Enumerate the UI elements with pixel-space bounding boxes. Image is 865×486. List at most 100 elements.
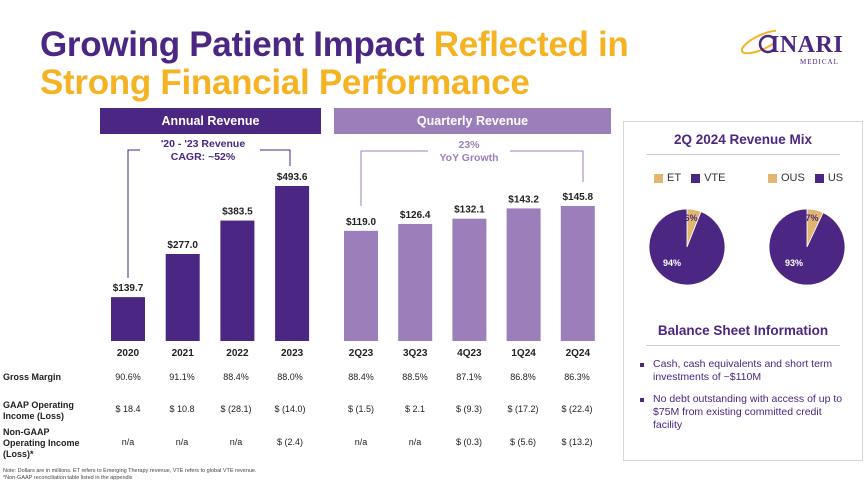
table-cell: n/a [354,437,368,447]
table-cell: n/a [121,437,135,447]
table-cell: $ (1.5) [347,404,374,414]
row-label-gaap: GAAP Operating Income (Loss) [3,400,74,421]
mix-divider [646,154,840,155]
balance-bullets: Cash, cash equivalents and short term in… [638,358,853,441]
pie-label: 94% [663,258,681,268]
table-cell: $ 10.8 [169,404,195,414]
balance-divider [646,345,840,346]
logo-name: INARI [770,32,844,58]
quarter-category-label: 2Q24 [566,348,591,359]
logo-sub: MEDICAL [800,58,839,66]
mix-title: 2Q 2024 Revenue Mix [673,132,813,147]
quarterly-revenue-header: Quarterly Revenue [334,108,611,134]
annual-value-label: $383.5 [222,207,253,218]
row-label-gross-margin: Gross Margin [3,372,62,382]
quarterly-bracket-left [360,150,428,206]
annual-bracket-left [127,149,140,278]
quarter-value-label: $126.4 [400,210,431,221]
table-cell: 91.1% [169,372,195,382]
table-cell: n/a [175,437,189,447]
slide-title: Growing Patient Impact Reflected in Stro… [40,26,629,102]
table-cell: $ 18.4 [115,404,141,414]
table-cell: 88.4% [348,372,374,382]
quarter-category-label: 4Q23 [457,348,482,359]
annual-bar-2022 [220,220,255,341]
pie-product-mix: 6% 94% [648,208,726,286]
quarter-bar-1Q24 [506,208,541,341]
table-cell: $ (9.3) [455,404,482,414]
annual-category-label: 2021 [172,348,195,359]
legend-label-us: US [827,172,844,184]
title-line2: Strong Financial Performance [40,63,530,102]
quarterly-bracket-right [510,150,584,182]
table-cell: $ (14.0) [274,404,306,414]
quarter-category-label: 3Q23 [403,348,428,359]
quarter-value-label: $143.2 [508,194,539,205]
row-label-nongaap: Non-GAAP Operating Income (Loss)* [3,427,80,459]
quarter-bar-2Q24 [560,206,595,341]
revenue-mix-panel: 2Q 2024 Revenue Mix ET VTE OUS US 6% 94% … [623,121,863,461]
inari-logo: INARI MEDICAL [736,18,846,70]
quarter-value-label: $132.1 [454,205,485,216]
pie-slice-vte [648,208,726,286]
title-part2: Reflected in [433,25,629,64]
quarter-bar-4Q23 [452,218,487,341]
pie-slice-us [768,208,846,286]
table-cell: $ (2.4) [276,437,303,447]
balance-title: Balance Sheet Information [657,323,829,338]
pie-label: 6% [684,213,697,223]
table-cell: $ (17.2) [507,404,539,414]
legend-product: ET VTE [654,172,725,184]
table-cell: $ (13.2) [561,437,593,447]
quarter-bar-2Q23 [344,230,378,341]
annual-category-label: 2020 [117,348,140,359]
quarter-category-label: 1Q24 [511,348,536,359]
table-cell: 86.8% [510,372,536,382]
annual-revenue-header: Annual Revenue [100,108,321,134]
annual-bars: $139.7 2020 $277.0 2021 $383.5 2022 $493.6 2023 [111,172,310,359]
quarter-value-label: $145.8 [563,192,594,203]
legend-swatch-ous [768,173,777,183]
annual-bar-2020 [111,297,145,341]
pie-label: 93% [785,258,803,268]
legend-swatch-et [654,173,663,183]
quarterly-bars: $119.0 2Q23 $126.4 3Q23 $132.1 4Q23 $143.2 1Q24… [344,192,595,359]
table-cell: $ 2.1 [404,404,426,414]
legend-swatch-vte [691,173,701,183]
legend-label-ous: OUS [781,172,805,184]
table-cell: $ (0.3) [455,437,482,447]
footnote-1: Note: Dollars are in millions. ET refers… [3,468,257,474]
quarter-category-label: 2Q23 [349,348,374,359]
quarter-value-label: $119.0 [346,217,376,228]
annual-callout-line1: '20 - '23 Revenue [161,138,246,150]
legend-label-vte: VTE [704,172,726,184]
footnote-2: *Non-GAAP reconciliation table listed in… [3,475,133,481]
annual-bar-2023 [275,186,310,341]
table-cell: $ (22.4) [561,404,593,414]
legend-label-et: ET [667,172,682,184]
table-cell: 86.3% [564,372,590,382]
quarterly-callout-line1: 23% [458,139,480,151]
table-cell: $ (5.6) [509,437,536,447]
table-cell: n/a [229,437,243,447]
annual-value-label: $493.6 [277,172,308,183]
annual-category-label: 2022 [226,348,249,359]
annual-category-label: 2023 [281,348,304,359]
table-cell: 90.6% [115,372,141,382]
annual-callout-line2: CAGR: ~52% [171,151,236,163]
table-cell: 88.5% [402,372,428,382]
legend-swatch-us [814,173,824,183]
logo-swirl-icon [740,29,776,55]
quarterly-callout-line2: YoY Growth [439,152,498,164]
annual-bracket-right [260,149,291,166]
pie-geo-mix: 7% 93% [768,208,846,286]
table-cell: 88.0% [277,372,303,382]
table-cell: 88.4% [223,372,249,382]
legend-geo: OUS US [768,172,843,184]
quarter-bar-3Q23 [398,223,433,341]
annual-value-label: $277.0 [167,240,198,251]
title-part1: Growing Patient Impact [40,25,425,64]
table-cell: $ (28.1) [220,404,252,414]
table-cell: 87.1% [456,372,482,382]
